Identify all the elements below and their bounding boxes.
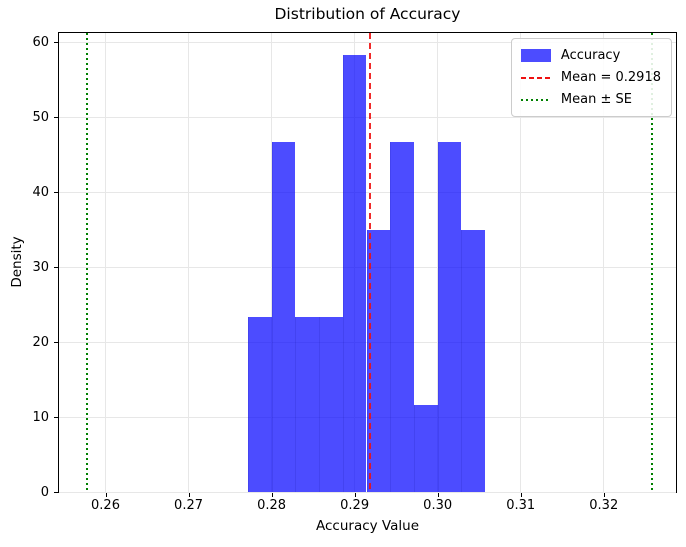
x-tick-label: 0.29	[340, 498, 370, 513]
x-tick-mark	[271, 493, 273, 497]
gridline-horizontal	[59, 491, 676, 493]
y-tick-label: 20	[32, 334, 49, 350]
legend-entry-se: Mean ± SE	[520, 90, 661, 109]
gridline-vertical	[105, 33, 106, 492]
histogram-bar	[366, 229, 391, 492]
histogram-bar	[342, 54, 367, 492]
x-axis-label: Accuracy Value	[316, 518, 419, 534]
y-tick-mark	[54, 117, 58, 119]
histogram-bar	[413, 404, 438, 492]
y-tick-mark	[54, 417, 58, 419]
y-tick-label: 40	[32, 184, 49, 200]
histogram-bar	[247, 317, 272, 492]
legend-label: Mean ± SE	[560, 92, 632, 107]
gridline-horizontal	[59, 191, 676, 193]
x-tick-label: 0.30	[423, 498, 453, 513]
y-tick-mark	[54, 267, 58, 269]
y-tick-label: 30	[32, 259, 49, 275]
y-tick-label: 10	[32, 409, 49, 425]
gridline-vertical	[603, 33, 605, 492]
x-tick-label: 0.27	[174, 498, 203, 513]
x-tick-mark	[520, 493, 522, 497]
dotted-line-swatch-icon	[520, 98, 551, 101]
chart-title: Distribution of Accuracy	[274, 5, 461, 23]
histogram-bar	[271, 142, 296, 492]
x-tick-mark	[354, 493, 356, 497]
gridline-horizontal	[59, 41, 676, 43]
histogram-bar	[295, 317, 319, 492]
dashed-line-swatch-icon	[520, 76, 551, 79]
x-tick-mark	[603, 493, 605, 497]
y-tick-label: 0	[40, 484, 49, 500]
y-tick-mark	[54, 342, 58, 344]
legend-entry-accuracy: Accuracy	[520, 46, 661, 65]
reference-lines	[59, 33, 676, 492]
histogram-bars	[59, 33, 676, 492]
x-tick-label: 0.31	[506, 498, 536, 513]
x-tick-label: 0.26	[91, 498, 120, 513]
y-tick-mark	[54, 492, 58, 493]
plot-area: Accuracy Mean = 0.2918 Mean ± SE	[58, 32, 677, 493]
x-tick-mark	[437, 493, 439, 497]
histogram-swatch-icon	[520, 49, 551, 62]
se-line	[650, 33, 653, 492]
legend-label: Mean = 0.2918	[560, 70, 661, 85]
x-tick-label: 0.32	[589, 498, 619, 513]
x-tick-mark	[188, 493, 190, 497]
y-tick-label: 60	[32, 34, 49, 50]
y-tick-label: 50	[32, 109, 49, 125]
y-tick-mark	[54, 192, 58, 194]
legend-entry-mean: Mean = 0.2918	[520, 68, 661, 87]
histogram-bar	[437, 142, 462, 492]
gridline-vertical	[188, 33, 190, 492]
mean-line	[368, 33, 371, 492]
x-tick-label: 0.28	[257, 498, 287, 513]
histogram-bar	[319, 317, 343, 492]
y-tick-mark	[54, 42, 58, 44]
histogram-bar	[390, 142, 414, 492]
gridline-vertical	[520, 33, 522, 492]
gridline-horizontal	[59, 116, 676, 118]
se-line	[86, 33, 89, 492]
legend-label: Accuracy	[560, 48, 621, 63]
histogram-bar	[461, 229, 486, 492]
x-tick-mark	[105, 493, 107, 497]
legend: Accuracy Mean = 0.2918 Mean ± SE	[510, 38, 672, 117]
